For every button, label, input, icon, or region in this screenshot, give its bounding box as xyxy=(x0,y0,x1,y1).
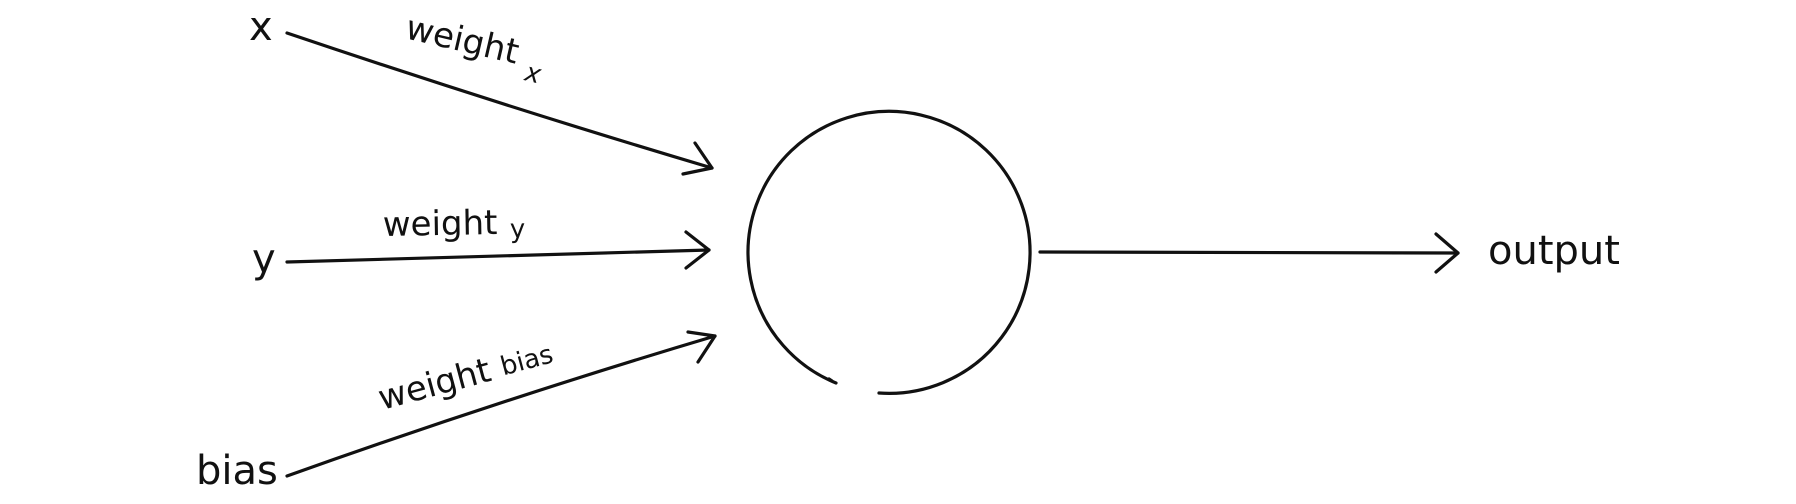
weight-bias-main: weight xyxy=(374,350,495,418)
weight-x-main: weight xyxy=(402,8,523,73)
edge-x xyxy=(285,31,714,176)
output-label: output xyxy=(1488,228,1620,274)
edge-bias xyxy=(285,330,717,478)
edge-y-line xyxy=(285,248,711,264)
neuron-circle-tail xyxy=(827,377,834,383)
edge-y xyxy=(285,230,711,270)
weight-x-sub: x xyxy=(521,57,544,90)
edge-x-arrowhead xyxy=(681,141,714,176)
edge-x-line xyxy=(285,31,714,170)
weight-label-y: weight y xyxy=(382,203,526,245)
edge-output xyxy=(1038,232,1460,274)
edge-y-arrowhead xyxy=(684,230,711,270)
input-label-y: y xyxy=(252,236,276,282)
weight-y-main: weight xyxy=(382,203,497,245)
weight-y-sub: y xyxy=(510,215,526,245)
edge-output-line xyxy=(1038,250,1460,255)
edge-bias-arrowhead xyxy=(686,330,717,364)
weight-label-bias: weight bias xyxy=(374,339,556,418)
neuron-circle xyxy=(746,109,1032,395)
weight-bias-sub: bias xyxy=(497,339,556,382)
edge-bias-line xyxy=(285,334,717,478)
input-label-x: x xyxy=(249,4,273,50)
edge-output-arrowhead xyxy=(1434,232,1460,274)
input-label-bias: bias xyxy=(196,448,278,494)
